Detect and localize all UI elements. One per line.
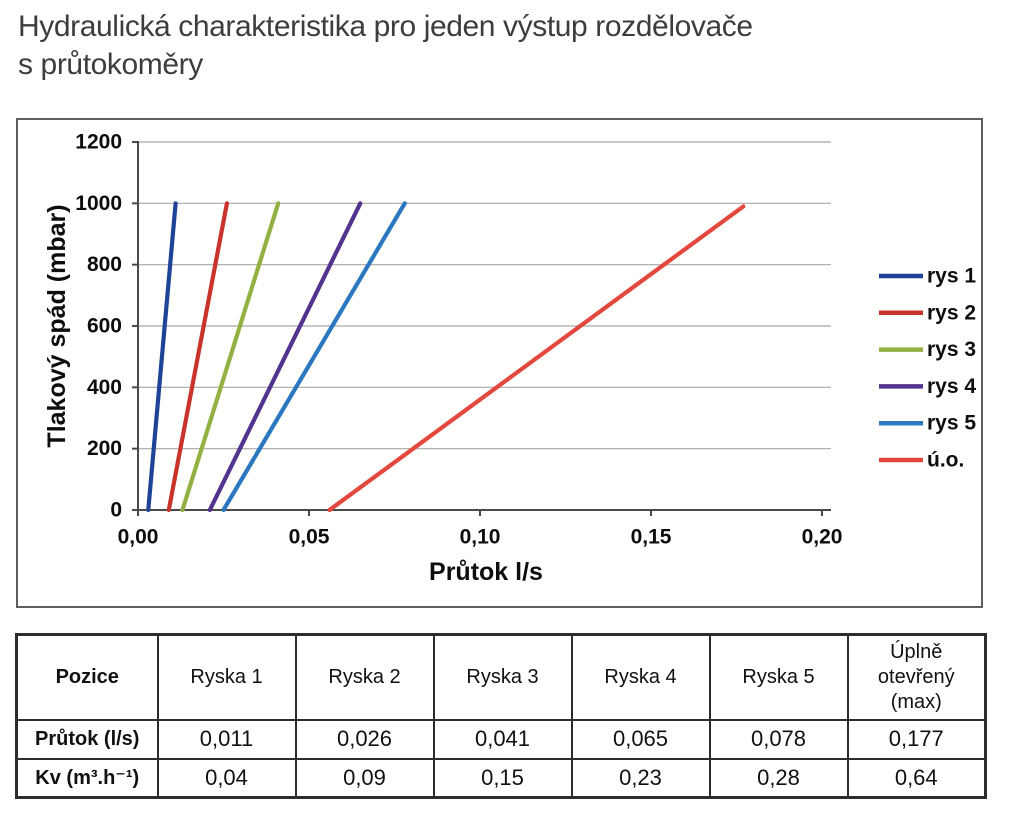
y-tick-label-400: 400 (87, 376, 122, 399)
table-header: Pozice Ryska 1 Ryska 2 Ryska 3 Ryska 4 Ryska … (15, 633, 987, 721)
table-header-cell-4: Ryska 4 (570, 633, 711, 721)
y-axis-title: Tlakový spád (mbar) (43, 204, 71, 447)
table-row-label-0: Průtok (l/s) (15, 718, 159, 760)
table-cell-0-1: 0,026 (294, 718, 435, 760)
table-cell-0-3: 0,065 (570, 718, 711, 760)
legend-label-4: rys 4 (927, 375, 976, 398)
y-tick-label-1000: 1000 (75, 192, 122, 215)
x-tick-label-3: 0,15 (631, 526, 672, 549)
table-cell-1-2: 0,15 (432, 757, 573, 799)
series-line-rys-2 (166, 201, 230, 513)
legend-label-2: rys 2 (927, 301, 976, 324)
y-tick-label-600: 600 (87, 315, 122, 338)
table-row-0: Průtok (l/s) 0,011 0,026 0,041 0,065 0,078 0,1… (15, 718, 987, 760)
table-header-cell-2: Ryska 2 (294, 633, 435, 721)
legend-label-1: rys 1 (927, 265, 976, 288)
x-axis-title: Průtok l/s (429, 558, 543, 586)
table-cell-1-1: 0,09 (294, 757, 435, 799)
spec-table: Pozice Ryska 1 Ryska 2 Ryska 3 Ryska 4 Ryska … (15, 633, 987, 799)
x-tick-label-1: 0,05 (289, 526, 330, 549)
x-tick-label-2: 0,10 (460, 526, 501, 549)
x-tick-label-0: 0,00 (118, 526, 159, 549)
table-cell-1-3: 0,23 (570, 757, 711, 799)
table-cell-0-5: 0,177 (846, 718, 987, 760)
table-body: Průtok (l/s) 0,011 0,026 0,041 0,065 0,078 0,1… (15, 718, 987, 799)
table-header-row: Pozice Ryska 1 Ryska 2 Ryska 3 Ryska 4 Ryska … (15, 633, 987, 721)
y-tick-label-1200: 1200 (75, 131, 122, 154)
table-header-cell-3: Ryska 3 (432, 633, 573, 721)
legend-label-6: ú.o. (927, 449, 964, 472)
table-row-1: Kv (m³.h⁻¹) 0,04 0,09 0,15 0,23 0,28 0,64 (15, 757, 987, 799)
series-line--o- (327, 204, 746, 513)
table-row-label-1: Kv (m³.h⁻¹) (15, 757, 159, 799)
y-tick-label-800: 800 (87, 253, 122, 276)
table-header-cell-5: Ryska 5 (708, 633, 849, 721)
page-title: Hydraulická charakteristika pro jeden vý… (18, 10, 753, 82)
table-cell-0-0: 0,011 (156, 718, 297, 760)
table-header-cell-0: Pozice (15, 633, 159, 721)
series-line-rys-3 (180, 201, 281, 513)
table-cell-1-5: 0,64 (846, 757, 987, 799)
legend-label-5: rys 5 (927, 412, 976, 435)
legend-label-3: rys 3 (927, 338, 976, 361)
series-line-rys-1 (146, 201, 178, 513)
table-header-cell-1: Ryska 1 (156, 633, 297, 721)
series-line-rys-4 (207, 201, 363, 513)
hydraulic-characteristics-chart: 0 200 400 600 800 1000 1200 0,00 0,05 0,10 0,15 0,2… (43, 131, 976, 587)
y-tick-label-0: 0 (110, 499, 122, 522)
table-cell-1-0: 0,04 (156, 757, 297, 799)
table-cell-0-2: 0,041 (432, 718, 573, 760)
series-line-rys-5 (221, 201, 407, 513)
y-tick-label-200: 200 (87, 437, 122, 460)
chart-container: 0 200 400 600 800 1000 1200 0,00 0,05 0,10 0,15 0,2… (16, 118, 983, 608)
table-header-cell-6: Úplně otevřený (max) (846, 633, 987, 721)
table-cell-1-4: 0,28 (708, 757, 849, 799)
x-tick-label-4: 0,20 (802, 526, 843, 549)
table-cell-0-4: 0,078 (708, 718, 849, 760)
